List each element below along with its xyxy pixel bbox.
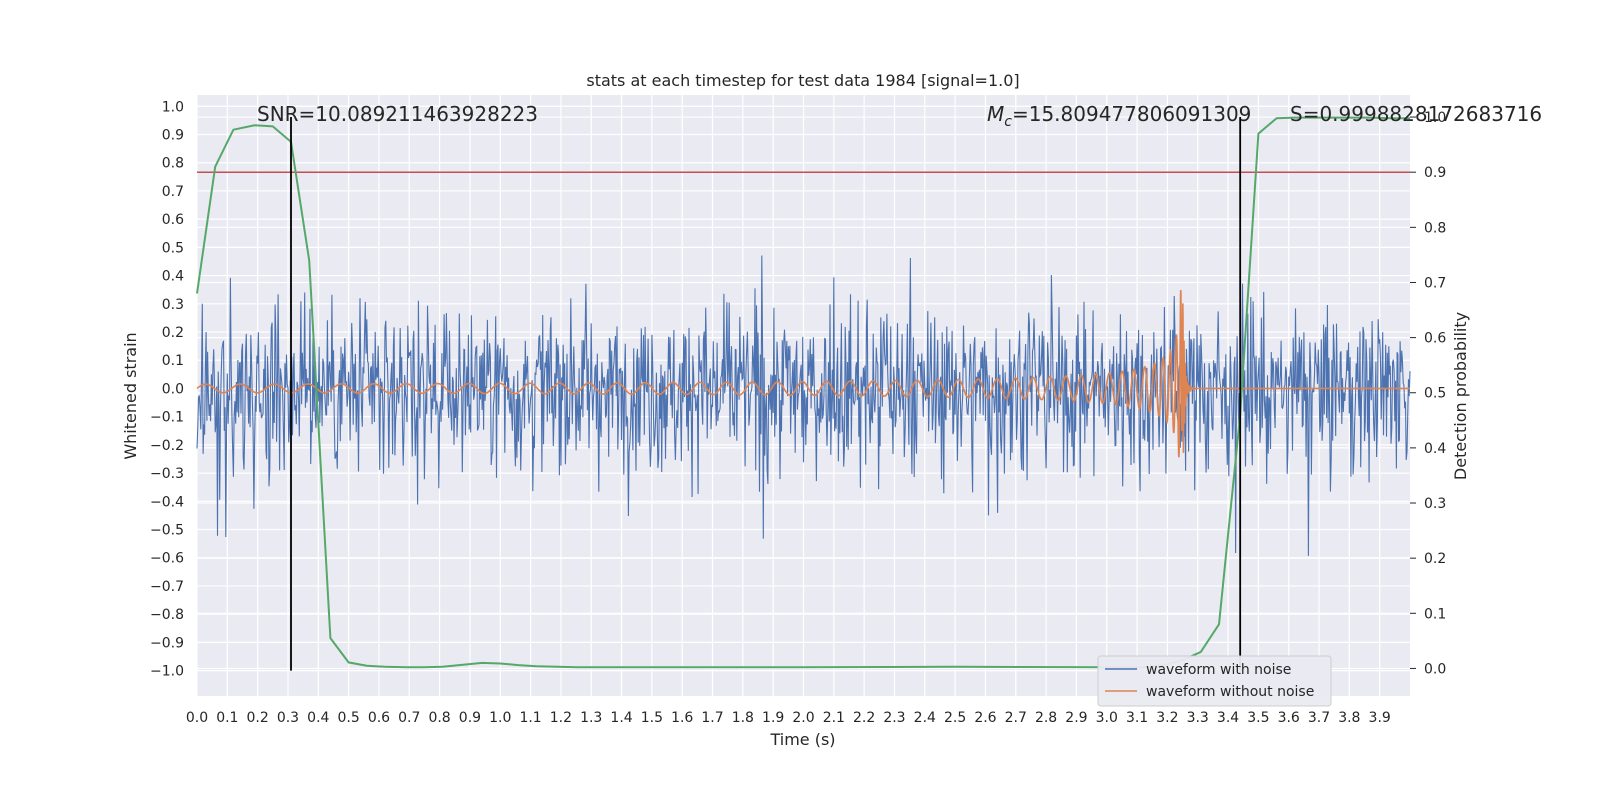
legend-entry-clean: waveform without noise <box>1146 684 1314 700</box>
grid <box>196 95 1410 696</box>
y2-tick-label: 0.7 <box>1424 275 1446 291</box>
y-tick-label: −0.4 <box>150 494 184 510</box>
x-tick-label: 3.0 <box>1096 710 1118 726</box>
x-tick-label: 3.4 <box>1217 710 1239 726</box>
y2-tick-label: 1.0 <box>1424 110 1446 126</box>
marker-lines <box>290 117 1242 671</box>
y-tick-label: 0.1 <box>162 353 184 369</box>
x-tick-label: 0.6 <box>368 710 390 726</box>
x-tick-label: 2.1 <box>823 710 845 726</box>
significance-annotation: S=0.9998828172683716 <box>1290 102 1542 126</box>
x-tick-label: 2.7 <box>1005 710 1027 726</box>
x-tick-label: 3.9 <box>1369 710 1391 726</box>
x-tick-label: 2.4 <box>914 710 936 726</box>
probability-line <box>196 116 1410 669</box>
legend: waveform with noise waveform without noi… <box>1097 655 1332 707</box>
legend-entry-noisy: waveform with noise <box>1146 662 1291 678</box>
y-tick-label: −0.5 <box>150 523 184 539</box>
x-axis-label: Time (s) <box>769 730 835 749</box>
x-tick-label: 2.8 <box>1035 710 1057 726</box>
y2-tick-label: 0.4 <box>1424 441 1446 457</box>
y-tick-label: −0.2 <box>150 438 184 454</box>
y-tick-label: 1.0 <box>162 99 184 115</box>
y2-axis-label: Detection probability <box>1451 312 1470 480</box>
x-tick-label: 3.1 <box>1126 710 1148 726</box>
y2-tick-label: 0.3 <box>1424 496 1446 512</box>
y-tick-label: −1.0 <box>150 664 184 680</box>
chirp-mass-value: =15.809477806091309 <box>1012 102 1251 126</box>
y-tick-label: −0.3 <box>150 466 184 482</box>
x-tick-label: 3.2 <box>1156 710 1178 726</box>
y-tick-label: 0.0 <box>162 381 184 397</box>
chirp-mass-symbol: M <box>987 102 1004 126</box>
clean-waveform-line <box>196 289 1410 458</box>
y-tick-label: −0.9 <box>150 635 184 651</box>
noisy-waveform-line <box>196 255 1411 556</box>
y-tick-label: 0.9 <box>162 128 184 144</box>
y-tick-label: −0.8 <box>150 607 184 623</box>
y-tick-label: −0.7 <box>150 579 184 595</box>
y2-tick-label: 0.8 <box>1424 220 1446 236</box>
x-axis-ticks: 0.0 0.1 0.2 0.3 0.4 0.5 0.6 0.7 0.8 0.9 1.0 1.1 1.2 1… <box>186 710 1391 726</box>
y-tick-label: 0.4 <box>162 269 184 285</box>
x-tick-label: 2.3 <box>883 710 905 726</box>
probability-series <box>196 116 1410 669</box>
snr-annotation: SNR=10.089211463928223 <box>257 102 538 126</box>
x-tick-label: 0.5 <box>337 710 359 726</box>
chart-title: stats at each timestep for test data 198… <box>586 71 1019 90</box>
x-tick-label: 0.1 <box>216 710 238 726</box>
x-tick-label: 1.0 <box>489 710 511 726</box>
y-tick-label: 0.3 <box>162 297 184 313</box>
x-tick-label: 1.8 <box>732 710 754 726</box>
x-tick-label: 1.1 <box>519 710 541 726</box>
y-tick-label: −0.6 <box>150 551 184 567</box>
x-tick-label: 3.5 <box>1247 710 1269 726</box>
x-tick-label: 0.3 <box>277 710 299 726</box>
y2-tick-label: 0.2 <box>1424 551 1446 567</box>
x-tick-label: 2.9 <box>1065 710 1087 726</box>
x-tick-label: 3.6 <box>1278 710 1300 726</box>
x-tick-label: 3.8 <box>1338 710 1360 726</box>
x-tick-label: 2.2 <box>853 710 875 726</box>
y-tick-label: 0.8 <box>162 156 184 172</box>
y-tick-label: −0.1 <box>150 410 184 426</box>
y-axis-label: Whitened strain <box>121 332 140 459</box>
x-tick-label: 0.7 <box>398 710 420 726</box>
x-tick-label: 1.5 <box>641 710 663 726</box>
x-tick-label: 1.7 <box>701 710 723 726</box>
chirp-mass-subscript: c <box>1004 114 1012 130</box>
x-tick-label: 1.4 <box>610 710 632 726</box>
noisy-waveform-series <box>196 255 1411 556</box>
x-tick-label: 1.3 <box>580 710 602 726</box>
y2-tick-label: 0.5 <box>1424 386 1446 402</box>
y2-tick-label: 0.9 <box>1424 165 1446 181</box>
legend-box <box>1097 655 1332 707</box>
x-tick-label: 1.6 <box>671 710 693 726</box>
y-tick-label: 0.2 <box>162 325 184 341</box>
y2-axis-ticks: 1.0 0.9 0.8 0.7 0.6 0.5 0.4 0.3 0.2 0.1 0.0 <box>1410 110 1446 677</box>
x-tick-label: 0.2 <box>247 710 269 726</box>
x-tick-label: 2.5 <box>944 710 966 726</box>
x-tick-label: 2.0 <box>792 710 814 726</box>
x-tick-label: 0.4 <box>307 710 329 726</box>
x-tick-label: 0.0 <box>186 710 208 726</box>
x-tick-label: 1.2 <box>550 710 572 726</box>
y-axis-ticks: 1.0 0.9 0.8 0.7 0.6 0.5 0.4 0.3 0.2 0.1 0.0 −0.1 −0.… <box>150 99 184 679</box>
x-tick-label: 3.7 <box>1308 710 1330 726</box>
y2-tick-label: 0.0 <box>1424 661 1446 677</box>
clean-waveform-series <box>196 289 1410 458</box>
y-tick-label: 0.7 <box>162 184 184 200</box>
chirp-mass-annotation: Mc=15.809477806091309 <box>987 102 1251 130</box>
x-tick-label: 0.9 <box>459 710 481 726</box>
x-tick-label: 2.6 <box>974 710 996 726</box>
x-tick-label: 1.9 <box>762 710 784 726</box>
x-tick-label: 3.3 <box>1187 710 1209 726</box>
y2-tick-label: 0.6 <box>1424 331 1446 347</box>
x-tick-label: 0.8 <box>428 710 450 726</box>
y-tick-label: 0.5 <box>162 240 184 256</box>
y2-tick-label: 0.1 <box>1424 606 1446 622</box>
y-tick-label: 0.6 <box>162 212 184 228</box>
